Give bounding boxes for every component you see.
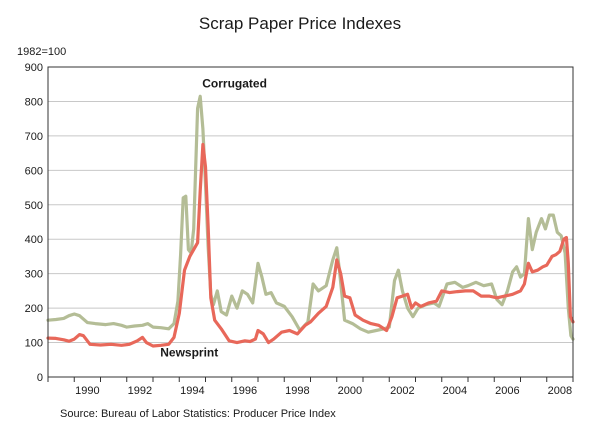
- y-tick-label: 300: [25, 269, 43, 281]
- x-tick-label: 2000: [338, 385, 362, 397]
- y-tick-label: 100: [25, 338, 43, 350]
- plot-border: [47, 66, 574, 378]
- y-tick-label: 900: [25, 62, 43, 74]
- y-tick-label: 500: [25, 200, 43, 212]
- series-label-newsprint: Newsprint: [160, 345, 218, 359]
- y-tick-label: 0: [37, 372, 43, 384]
- y-axis-ticks: 0 100 200 300 400 500 600 700 800 900: [25, 62, 43, 384]
- x-axis-ticks: 1990 1992 1994 1996 1998 2000 2002 2004 2006 2008: [47, 377, 574, 397]
- y-tick-label: 700: [25, 131, 43, 143]
- x-tick-label: 1998: [285, 385, 309, 397]
- y-tick-label: 200: [25, 303, 43, 315]
- y-axis-unit-label: 1982=100: [17, 46, 67, 58]
- y-tick-label: 800: [25, 96, 43, 108]
- series-layer: [46, 94, 575, 348]
- x-tick-label: 1994: [180, 385, 204, 397]
- x-tick-label: 2006: [495, 385, 519, 397]
- source-note: Source: Bureau of Labor Statistics: Prod…: [60, 408, 336, 420]
- y-tick-label: 400: [25, 234, 43, 246]
- chart-title: Scrap Paper Price Indexes: [198, 14, 402, 33]
- y-tick-label: 600: [25, 165, 43, 177]
- x-tick-label: 2008: [548, 385, 572, 397]
- series-annotations: Corrugated Newsprint: [160, 77, 267, 360]
- x-tick-label: 1990: [75, 385, 99, 397]
- grid: [48, 66, 573, 344]
- series-line-newsprint: [46, 142, 575, 348]
- x-tick-label: 1992: [128, 385, 152, 397]
- x-tick-label: 2002: [390, 385, 414, 397]
- plot-frame: [47, 66, 574, 378]
- x-tick-label: 1996: [233, 385, 257, 397]
- series-line-corrugated: [46, 94, 575, 341]
- x-tick-label: 2004: [443, 385, 467, 397]
- series-label-corrugated: Corrugated: [202, 77, 267, 91]
